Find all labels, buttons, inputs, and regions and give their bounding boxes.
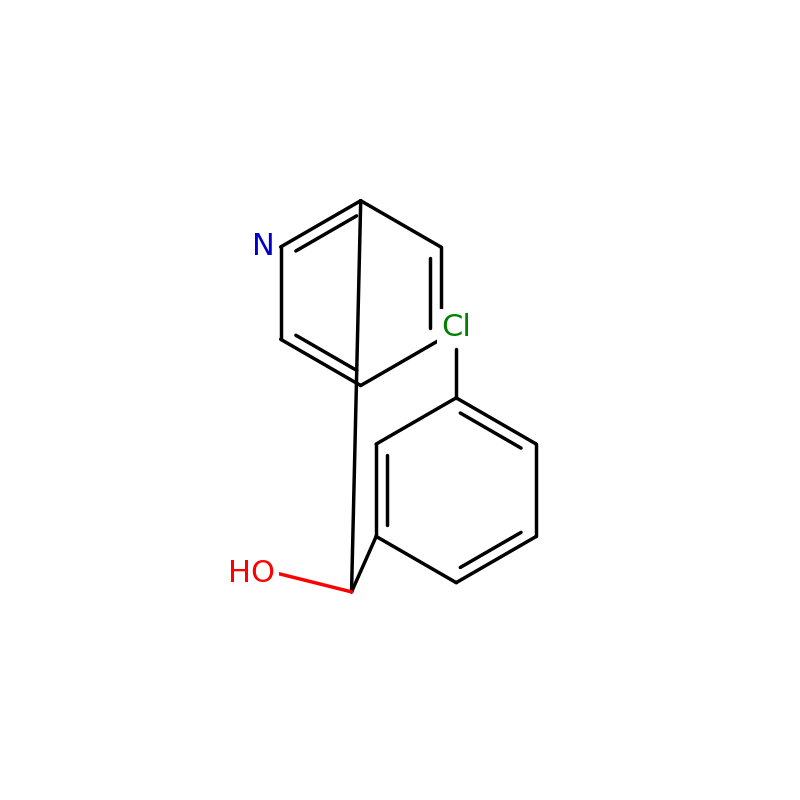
Text: HO: HO bbox=[227, 559, 274, 588]
Text: N: N bbox=[252, 233, 274, 262]
Text: Cl: Cl bbox=[442, 314, 471, 342]
